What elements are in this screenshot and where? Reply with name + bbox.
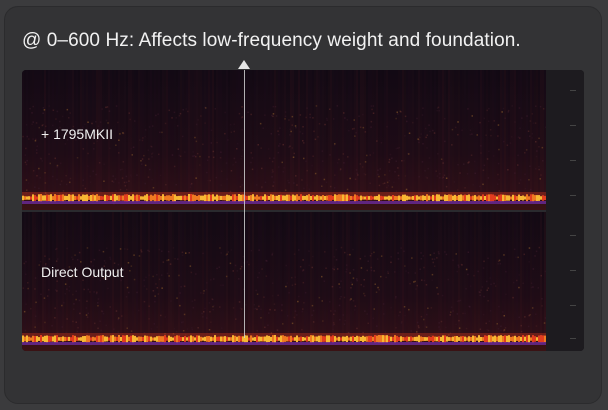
panel-label-top: + 1795MKII [41,126,113,142]
scale-tick [570,160,576,161]
spectrogram-bottom [22,212,546,351]
scale-tick [570,195,576,196]
spectrogram-top [22,70,546,210]
panel-label-bottom: Direct Output [41,264,124,280]
panel-divider [22,210,584,212]
scale-tick [570,270,576,271]
scale-tick [570,125,576,126]
spectrogram-comparison [22,70,584,351]
spectrogram-panel-top [22,70,546,210]
frequency-scale [546,70,584,351]
scale-tick [570,338,576,339]
frequency-caption: @ 0–600 Hz: Affects low-frequency weight… [22,30,521,51]
scale-tick [570,305,576,306]
scale-tick [570,90,576,91]
up-arrow-icon [238,60,250,69]
spectrogram-panel-bottom [22,212,546,351]
frequency-cursor-line [244,70,245,338]
scale-tick [570,235,576,236]
